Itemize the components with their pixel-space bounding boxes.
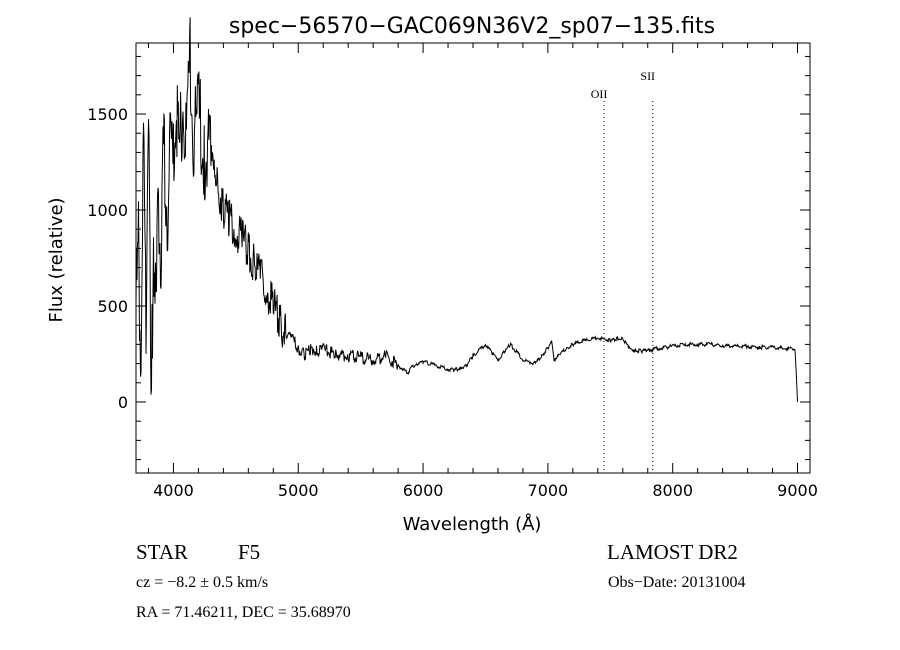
x-tick-label: 4000 — [153, 481, 194, 500]
x-tick-label: 9000 — [777, 481, 818, 500]
axis-ticks: 4000 5000 6000 7000 8000 9000 0 500 1000 1500 — [87, 43, 818, 500]
annotation-label: OII — [591, 87, 608, 101]
y-tick-label: 1500 — [87, 105, 128, 124]
line-annotations: OII SII — [591, 69, 655, 473]
survey-name: LAMOST DR2 — [607, 540, 738, 564]
observation-date: Obs−Date: 20131004 — [608, 574, 746, 591]
y-tick-label: 1000 — [87, 201, 128, 220]
object-class: STAR — [136, 540, 188, 564]
y-tick-label: 500 — [97, 297, 128, 316]
coordinates: RA = 71.46211, DEC = 35.68970 — [136, 604, 351, 621]
x-tick-label: 7000 — [528, 481, 569, 500]
x-tick-label: 6000 — [403, 481, 444, 500]
object-subclass: F5 — [238, 540, 261, 564]
plot-frame — [135, 42, 811, 474]
chart-title: spec−56570−GAC069N36V2_sp07−135.fits — [229, 14, 715, 39]
annotation-label: SII — [640, 69, 655, 83]
spectrum-line — [135, 17, 798, 403]
x-tick-label: 5000 — [278, 481, 319, 500]
y-axis-label: Flux (relative) — [46, 197, 67, 322]
x-axis-label: Wavelength (Å) — [403, 513, 542, 535]
y-tick-label: 0 — [118, 393, 128, 412]
x-tick-label: 8000 — [652, 481, 693, 500]
redshift-cz: cz = −8.2 ± 0.5 km/s — [136, 574, 269, 591]
